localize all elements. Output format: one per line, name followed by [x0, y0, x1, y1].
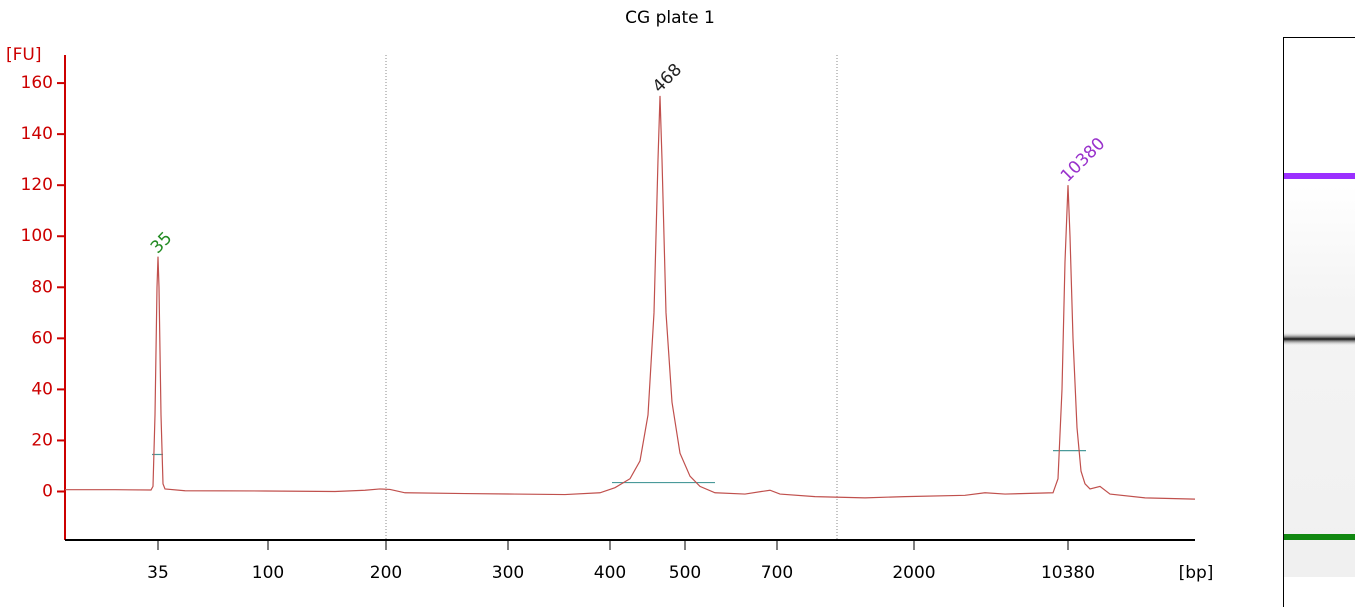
x-tick-label: 10380: [1041, 563, 1095, 583]
x-tick-label: 400: [594, 563, 626, 583]
peak-label: 10380: [1057, 134, 1109, 186]
peak-label: 468: [649, 60, 686, 97]
x-tick-label: 700: [761, 563, 793, 583]
x-axis-label: [bp]: [1179, 563, 1214, 583]
gel-lane: [1283, 37, 1355, 607]
y-tick-label: 100: [21, 226, 53, 246]
x-tick-label: 2000: [892, 563, 935, 583]
x-tick-label: 200: [370, 563, 402, 583]
y-tick-label: 160: [21, 73, 53, 93]
x-tick-label: 500: [669, 563, 701, 583]
x-tick-label: 35: [147, 563, 169, 583]
y-tick-label: 60: [31, 328, 53, 348]
y-tick-label: 0: [42, 482, 53, 502]
gel-band: [1284, 173, 1355, 179]
gel-lane-body: [1284, 185, 1355, 577]
y-tick-label: 120: [21, 175, 53, 195]
gel-band: [1284, 534, 1355, 540]
y-tick-label: 140: [21, 124, 53, 144]
trace-line: [65, 95, 1196, 500]
peak-label: 35: [147, 228, 176, 257]
gel-band: [1284, 332, 1355, 346]
chart-title: CG plate 1: [625, 8, 715, 28]
x-tick-label: 300: [492, 563, 524, 583]
y-tick-label: 80: [31, 277, 53, 297]
y-tick-label: 40: [31, 379, 53, 399]
x-tick-label: 100: [252, 563, 284, 583]
y-axis-label: [FU]: [6, 45, 42, 65]
y-tick-label: 20: [31, 430, 53, 450]
